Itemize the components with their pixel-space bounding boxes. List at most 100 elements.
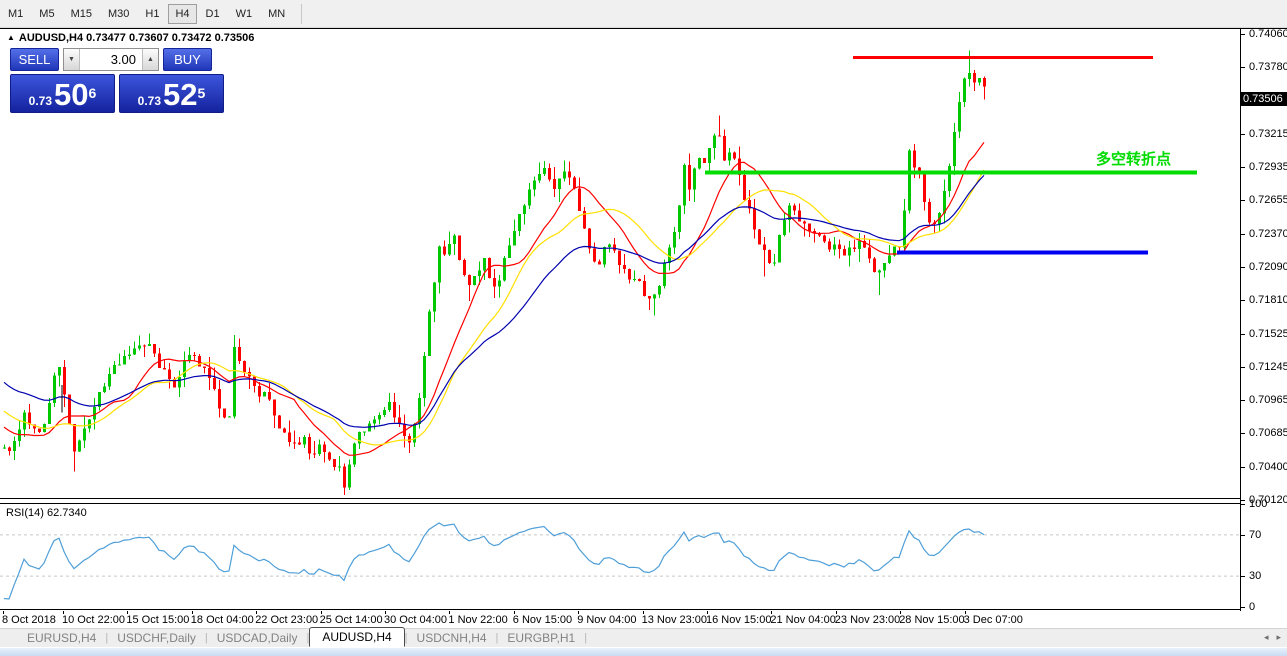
rsi-axis-tick	[1241, 534, 1245, 536]
timeframe-button-M15[interactable]: M15	[70, 7, 92, 20]
time-axis-label: 18 Oct 04:00	[190, 614, 254, 626]
price-tick	[1241, 366, 1245, 368]
rsi-axis-tick	[1241, 576, 1245, 578]
chart-tab-bar: EURUSD,H4 | USDCHF,Daily | USDCAD,Daily | AUDU…	[0, 627, 1287, 647]
timeframe-button-M30[interactable]: M30	[107, 7, 130, 20]
price-tick	[1241, 499, 1245, 501]
chart-tab-EURGBP-H1[interactable]: EURGBP,H1	[507, 631, 576, 645]
symbol-ohlc-line: ▲ AUDUSD,H4 0.73477 0.73607 0.73472 0.735…	[7, 32, 254, 44]
volume-spinner: ▼ ▲	[63, 48, 159, 71]
sell-price-pip: 6	[88, 85, 97, 101]
time-axis-label: 16 Nov 15:00	[706, 614, 772, 626]
timeframe-button-H1[interactable]: H1	[145, 7, 160, 20]
price-tick	[1241, 333, 1245, 335]
price-axis-label: 0.70965	[1249, 393, 1287, 406]
price-axis-label: 0.71810	[1249, 293, 1287, 306]
price-axis-label: 0.73215	[1249, 127, 1287, 140]
price-axis-label: 0.72655	[1249, 194, 1287, 207]
price-tick	[1241, 399, 1245, 401]
timeframe-button-M1[interactable]: M1	[8, 7, 24, 20]
price-axis[interactable]: 0.74060 0.73780 0.73215 0.72935 0.72655 0.723…	[1241, 28, 1287, 613]
price-axis-label: 0.70685	[1249, 426, 1287, 439]
rsi-axis-label: 0	[1249, 601, 1256, 613]
time-tick	[964, 611, 966, 614]
volume-decrease-icon[interactable]: ▼	[64, 49, 80, 70]
rsi-line	[3, 522, 985, 600]
time-tick	[900, 611, 902, 614]
time-axis-label: 21 Nov 04:00	[770, 614, 836, 626]
rsi-axis-tick	[1241, 607, 1245, 608]
timeframe-button-M5[interactable]: M5	[39, 7, 55, 20]
buy-price-big: 52	[163, 77, 198, 112]
timeframe-button-W1[interactable]: W1	[235, 7, 253, 20]
time-axis-label: 8 Oct 2018	[2, 614, 56, 626]
chart-tab-EURUSD-H4[interactable]: EURUSD,H4	[27, 631, 97, 645]
tab-separator: |	[584, 632, 588, 644]
volume-increase-icon[interactable]: ▲	[142, 49, 158, 70]
time-tick	[835, 611, 837, 614]
candlestick-chart[interactable]	[0, 29, 1240, 499]
time-tick	[3, 611, 4, 614]
time-tick	[256, 611, 258, 614]
buy-price-pip: 5	[197, 85, 206, 101]
time-tick	[642, 611, 644, 614]
buy-price-box[interactable]: 0.73 52 5	[119, 74, 224, 113]
buy-price-prefix: 0.73	[137, 94, 162, 108]
ma-ema-34[interactable]	[3, 174, 985, 428]
price-axis-label: 0.70400	[1249, 460, 1287, 473]
price-tick	[1241, 432, 1245, 434]
sell-price-prefix: 0.73	[28, 94, 53, 108]
time-axis[interactable]: 8 Oct 2018 10 Oct 22:00 15 Oct 15:00 18 Oct…	[0, 611, 1240, 627]
time-tick	[385, 611, 386, 614]
price-axis-label: 0.73780	[1249, 61, 1287, 74]
timeframe-button-MN[interactable]: MN	[268, 7, 286, 20]
time-axis-label: 3 Dec 07:00	[963, 614, 1023, 626]
ma-sma-21[interactable]	[3, 169, 985, 446]
timeframe-toolbar: M1 M5 M15 M30 H1 H4 D1 W1 MN	[0, 0, 1287, 28]
volume-input[interactable]	[80, 49, 142, 70]
time-axis-label: 22 Oct 23:00	[255, 614, 319, 626]
chart-tab-USDCNH-H4[interactable]: USDCNH,H4	[416, 631, 487, 645]
time-tick	[707, 611, 708, 614]
rsi-plot[interactable]	[0, 504, 1240, 609]
price-tick	[1241, 200, 1245, 202]
ma-sma-13[interactable]	[3, 142, 985, 456]
tab-separator: |	[404, 632, 408, 644]
rsi-value-label: RSI(14) 62.7340	[6, 507, 87, 519]
price-axis-label: 0.74060	[1249, 28, 1287, 40]
chart-tab-USDCAD-Daily[interactable]: USDCAD,Daily	[216, 631, 298, 645]
collapse-triangle-icon[interactable]: ▲	[7, 33, 15, 42]
price-axis-separator	[1240, 28, 1241, 611]
rsi-indicator-panel[interactable]: RSI(14) 62.7340	[0, 503, 1240, 610]
time-axis-label: 25 Oct 14:00	[319, 614, 383, 626]
tab-scroll-right-icon[interactable]: ▸	[1276, 632, 1281, 642]
price-tick	[1241, 34, 1245, 35]
pivot-annotation-text[interactable]: 多空转折点	[1096, 151, 1172, 168]
timeframe-button-D1[interactable]: D1	[205, 7, 220, 20]
tab-separator: |	[306, 632, 310, 644]
price-axis-label: 0.72090	[1249, 260, 1287, 273]
toolbar-separator	[301, 3, 303, 24]
tab-scroll-left-icon[interactable]: ◂	[1263, 632, 1269, 642]
time-axis-label: 28 Nov 15:00	[899, 614, 965, 626]
tab-separator: |	[105, 632, 109, 644]
buy-button[interactable]: BUY	[163, 48, 212, 71]
chart-tab-AUDUSD-H4[interactable]: AUDUSD,H4	[309, 627, 405, 647]
time-tick	[578, 611, 580, 614]
chart-tab-USDCHF-Daily[interactable]: USDCHF,Daily	[117, 631, 196, 645]
timeframe-button-H4[interactable]: H4	[168, 3, 197, 24]
price-tick	[1241, 133, 1245, 135]
sell-button[interactable]: SELL	[10, 48, 59, 71]
time-axis-label: 23 Nov 23:00	[834, 614, 901, 626]
price-axis-label: 0.71245	[1249, 360, 1287, 373]
time-axis-label: 9 Nov 04:00	[577, 614, 637, 626]
price-axis-label: 0.71525	[1249, 327, 1287, 340]
time-tick	[127, 611, 129, 614]
symbol-ohlc-text: AUDUSD,H4 0.73477 0.73607 0.73472 0.7350…	[18, 32, 255, 44]
price-tick	[1241, 67, 1245, 69]
price-tick	[1241, 266, 1245, 268]
sell-price-box[interactable]: 0.73 50 6	[10, 74, 115, 113]
time-tick	[449, 611, 451, 614]
time-tick	[63, 611, 64, 614]
tab-separator: |	[204, 632, 208, 644]
